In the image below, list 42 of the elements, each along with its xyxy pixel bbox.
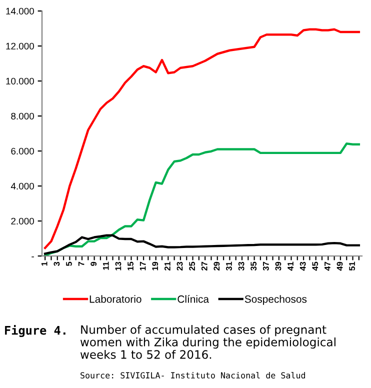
y-tick-label: 2.000: [11, 218, 34, 225]
x-tick-label: 35: [250, 262, 257, 271]
legend-label: Laboratorio: [90, 295, 142, 303]
x-tick-label: 19: [152, 262, 158, 270]
x-tick-label: 9: [90, 262, 97, 266]
text: Number of accumulated cases of pregnant women with Zika during the epidemiological weeks 1 to 52 of 2016.: [80, 325, 336, 359]
x-tick-label: 33: [238, 262, 244, 271]
x-tick-label: 29: [214, 262, 220, 271]
x-tick-label: 15: [128, 262, 134, 270]
x-tick-label: 23: [176, 262, 183, 271]
x-tick-label: 25: [189, 262, 196, 271]
y-tick-label: 8.000: [11, 112, 34, 120]
y-tick-label: 10.000: [6, 78, 34, 85]
x-tick-label: 51: [349, 262, 356, 271]
line-series: [44, 28, 360, 250]
x-tick-label: 17: [140, 262, 146, 270]
x-tick-label: 49: [336, 262, 343, 271]
x-tick-label: 21: [164, 262, 170, 271]
x-tick-label: 3: [54, 262, 60, 266]
legend-label: Sospechosos: [244, 295, 307, 305]
x-tick-label: 41: [288, 262, 294, 271]
x-tick-label: 5: [66, 262, 72, 266]
x-tick-label: 39: [275, 262, 282, 271]
x-tick-label: 13: [115, 262, 122, 270]
x-tick-label: 43: [300, 262, 306, 271]
x-tick-label: 7: [78, 262, 84, 266]
source-note: Source: SIVIGILA- Instituto Nacional de Salud: [80, 372, 305, 378]
caption: Figure 4.: [5, 324, 66, 338]
legend-label: Clínica: [178, 295, 209, 303]
x-tick-label: 47: [324, 262, 330, 271]
y-tick-label: 14.000: [6, 8, 34, 15]
x-tick-label: 27: [201, 262, 208, 271]
y-tick-label: 6.000: [11, 148, 34, 155]
x-tick-label: 45: [312, 262, 318, 271]
x-tick-label: 11: [103, 262, 109, 270]
line-series: [44, 142, 360, 256]
y-tick-label: -: [32, 256, 34, 258]
x-tick-label: 31: [226, 262, 232, 271]
x-tick-label: 37: [262, 262, 269, 271]
y-tick-label: 12.000: [6, 42, 34, 50]
x-tick-label: 1: [42, 262, 48, 266]
y-tick-label: 4.000: [10, 182, 34, 190]
